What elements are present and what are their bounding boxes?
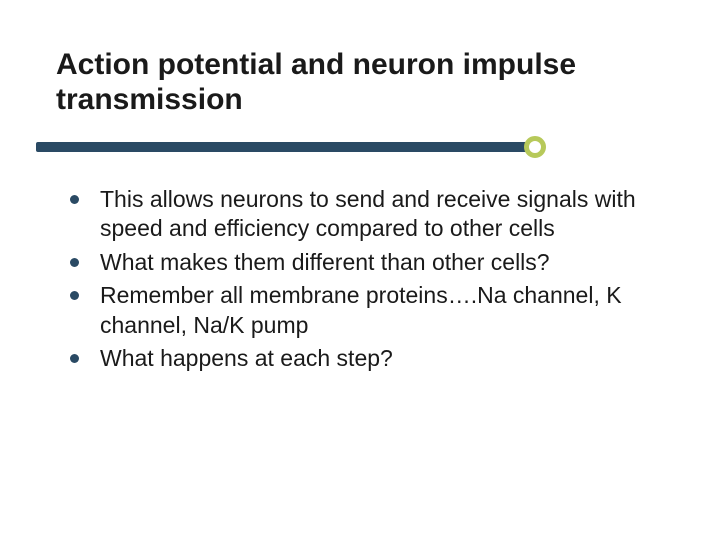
slide-title: Action potential and neuron impulse tran… bbox=[56, 48, 664, 117]
title-underline bbox=[56, 139, 664, 157]
list-item: What makes them different than other cel… bbox=[64, 248, 664, 277]
list-item: This allows neurons to send and receive … bbox=[64, 185, 664, 244]
bullet-list: This allows neurons to send and receive … bbox=[56, 185, 664, 374]
list-item: Remember all membrane proteins….Na chann… bbox=[64, 281, 664, 340]
list-item: What happens at each step? bbox=[64, 344, 664, 373]
underline-circle-icon bbox=[524, 136, 546, 158]
slide: Action potential and neuron impulse tran… bbox=[0, 0, 720, 540]
underline-bar bbox=[36, 142, 544, 152]
